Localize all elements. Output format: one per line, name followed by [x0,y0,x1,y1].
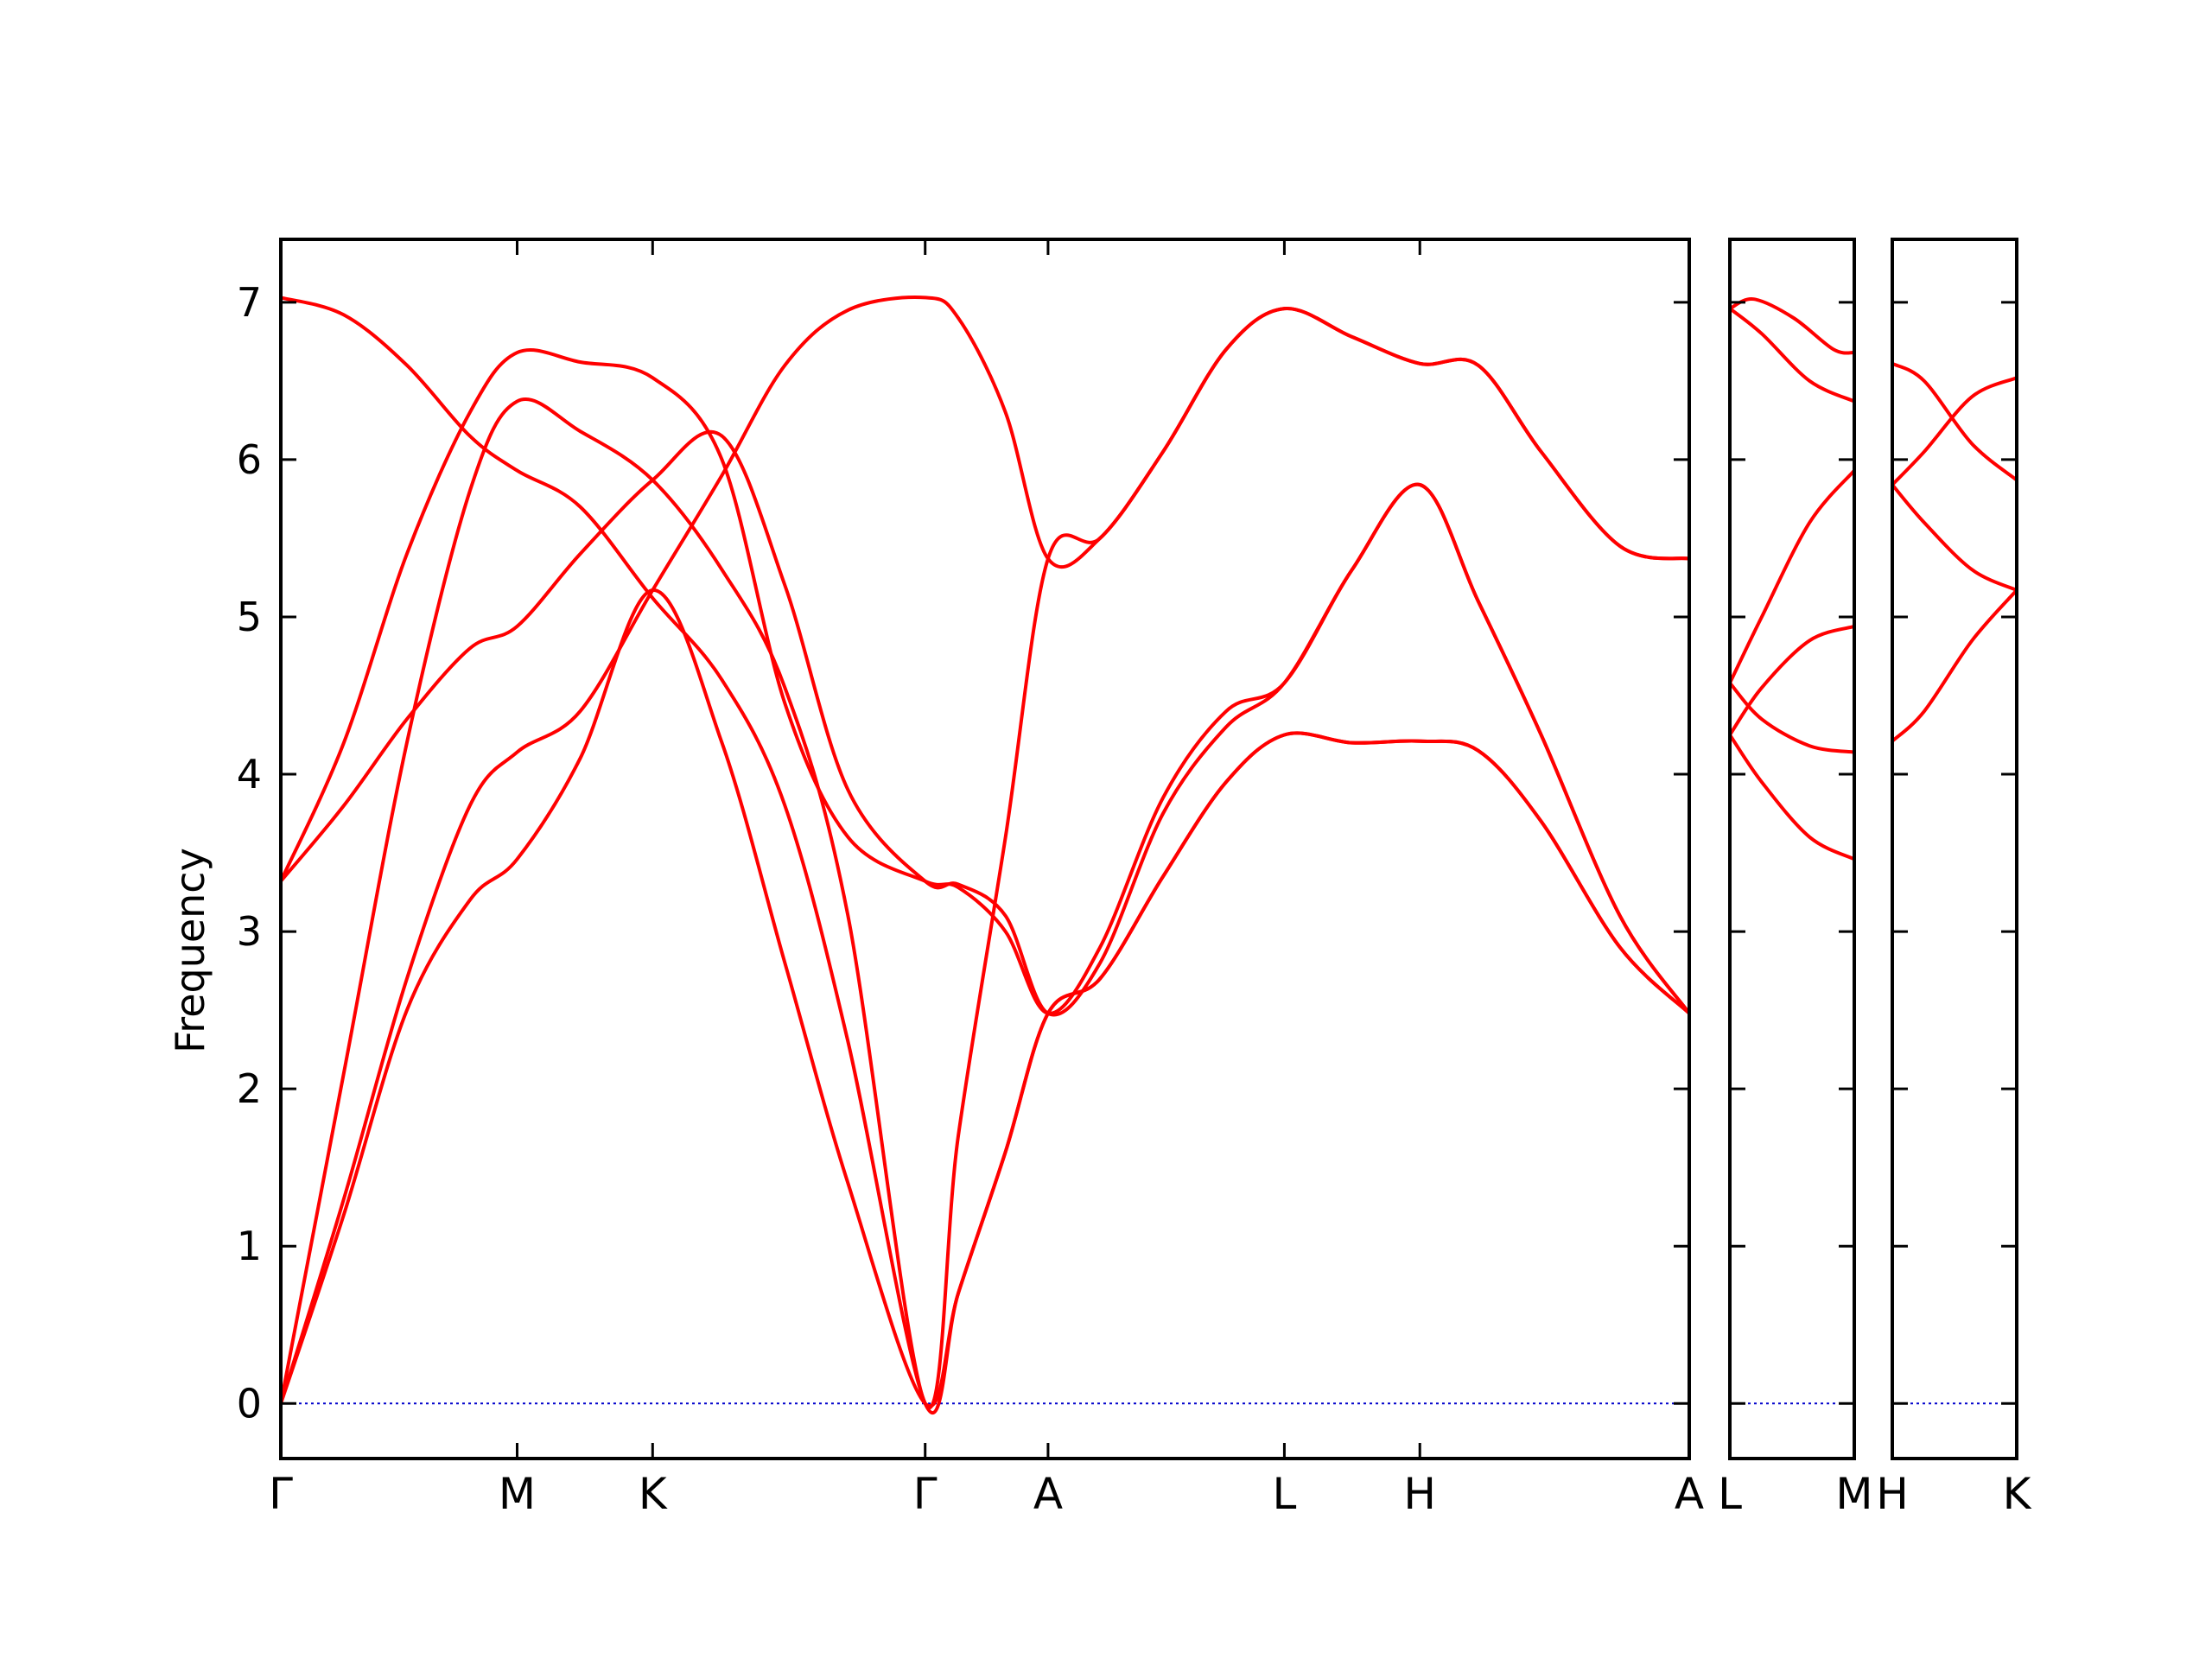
x-tick-label: M [499,1469,536,1519]
band-1 [1892,361,2017,482]
band-1 [281,296,1689,1414]
x-tick-label: H [1876,1469,1909,1519]
x-tick-label: A [1033,1469,1063,1519]
y-tick-label: 5 [237,594,262,640]
y-tick-label: 0 [237,1380,262,1427]
x-tick-label: L [1718,1469,1742,1519]
y-tick-label: 2 [237,1065,262,1112]
x-tick-label: K [639,1469,668,1519]
band-3 [1892,483,2017,592]
band-3 [281,429,1689,1017]
x-tick-label: L [1272,1469,1296,1519]
x-tick-label: Γ [913,1469,938,1519]
band-5 [1730,624,1854,737]
band-5 [281,296,1689,1406]
bands [281,296,1689,1414]
band-4 [281,307,1689,1410]
bands [1892,361,2017,743]
band-6 [281,588,1689,1408]
band-6 [1730,733,1854,861]
panel-frame [1891,238,2018,1460]
band-2 [1892,376,2017,486]
band-3 [1730,468,1854,685]
band-2 [281,348,1689,1015]
y-tick-label: 6 [237,436,262,483]
x-tick-label: Γ [269,1469,293,1519]
y-tick-label: 3 [237,908,262,955]
panel-frame [279,238,1691,1460]
band-4 [1730,681,1854,754]
band-1 [1730,297,1854,355]
y-axis-label: Frequency [167,848,213,1053]
panel-frame [1728,238,1856,1460]
band-2 [1730,307,1854,404]
y-tick-label: 1 [237,1223,262,1269]
x-tick-label: M [1835,1469,1872,1519]
band-4 [1892,588,2017,743]
panel-1: 0 1 2 3 4 5 6 7 Γ M K Γ A L H A [237,238,1704,1519]
x-tick-label: K [2003,1469,2032,1519]
x-tick-label: H [1403,1469,1436,1519]
y-tick-label: 7 [237,279,262,326]
bands [1730,297,1854,861]
y-tick-label: 4 [237,751,262,798]
x-tick-label: A [1675,1469,1704,1519]
